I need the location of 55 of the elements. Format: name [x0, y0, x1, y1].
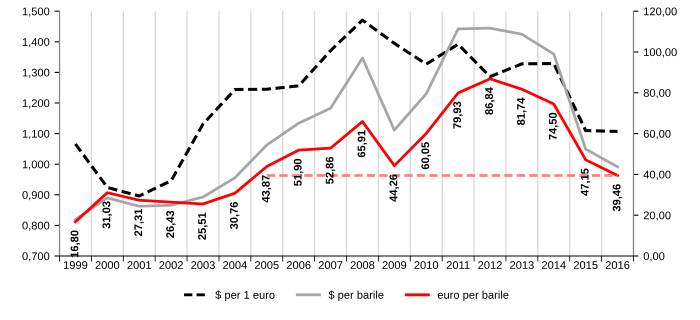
data-label: 31,03 — [102, 201, 112, 229]
legend-label: $ per barile — [328, 290, 384, 302]
legend-label: $ per 1 euro — [215, 290, 275, 302]
y-tick-label: 1,500 — [22, 7, 50, 17]
data-label: 44,26 — [389, 174, 399, 202]
x-tick-label: 2004 — [223, 261, 247, 270]
data-label: 47,15 — [580, 168, 590, 196]
x-tick-label: 2003 — [191, 261, 215, 270]
x-tick-label: 2015 — [574, 261, 598, 270]
data-label: 51,90 — [294, 158, 304, 186]
y-tick-label: 1,300 — [22, 68, 50, 78]
data-label: 30,76 — [230, 202, 240, 230]
y-tick-label: 1,200 — [22, 99, 50, 108]
legend-label: euro per barile — [438, 290, 508, 302]
y-tick-label: 0,800 — [22, 222, 50, 231]
data-label: 43,87 — [262, 175, 272, 202]
x-tick-label: 2013 — [510, 261, 534, 270]
data-label: 79,93 — [453, 102, 463, 129]
y-tick-label: 1,100 — [22, 130, 50, 140]
data-label: 16,80 — [70, 230, 80, 258]
y-tick-label: 1,000 — [22, 160, 50, 170]
x-tick-label: 2016 — [606, 261, 630, 270]
y2-tick-label: 20,00 — [644, 211, 671, 221]
x-tick-label: 2006 — [286, 261, 311, 270]
x-tick-label: 2005 — [254, 261, 279, 270]
x-tick-label: 2008 — [350, 261, 374, 270]
y-tick-label: 1,400 — [22, 38, 50, 48]
x-tick-label: 2000 — [96, 261, 120, 270]
data-label: 81,74 — [517, 98, 526, 126]
y2-tick-label: 100,00 — [644, 48, 677, 58]
y2-tick-label: 60,00 — [644, 130, 671, 140]
data-label: 52,86 — [326, 156, 336, 184]
x-tick-label: 1999 — [64, 261, 88, 270]
x-tick-label: 2007 — [318, 261, 342, 270]
x-tick-label: 2001 — [127, 261, 152, 270]
y-tick-label: 0,900 — [22, 191, 50, 200]
data-label: 27,31 — [134, 208, 144, 236]
x-tick-label: 2011 — [446, 261, 470, 270]
data-label: 65,91 — [358, 130, 368, 158]
x-tick-label: 2014 — [542, 261, 566, 270]
data-label: 26,43 — [166, 210, 176, 238]
x-tick-label: 2009 — [382, 261, 406, 270]
x-tick-label: 2010 — [414, 261, 438, 270]
y-tick-label: 0,700 — [22, 252, 50, 262]
x-tick-label: 2002 — [159, 261, 183, 270]
data-label: 60,05 — [421, 142, 431, 170]
y2-tick-label: 80,00 — [644, 89, 671, 98]
data-label: 74,50 — [548, 112, 558, 140]
y2-tick-label: 120,00 — [644, 7, 677, 17]
data-label: 39,46 — [612, 184, 622, 212]
data-label: 86,84 — [485, 87, 495, 115]
data-label: 25,51 — [198, 212, 208, 240]
x-tick-label: 2012 — [478, 261, 502, 270]
y2-tick-label: 40,00 — [643, 170, 671, 180]
y2-tick-label: 0,00 — [644, 252, 664, 262]
